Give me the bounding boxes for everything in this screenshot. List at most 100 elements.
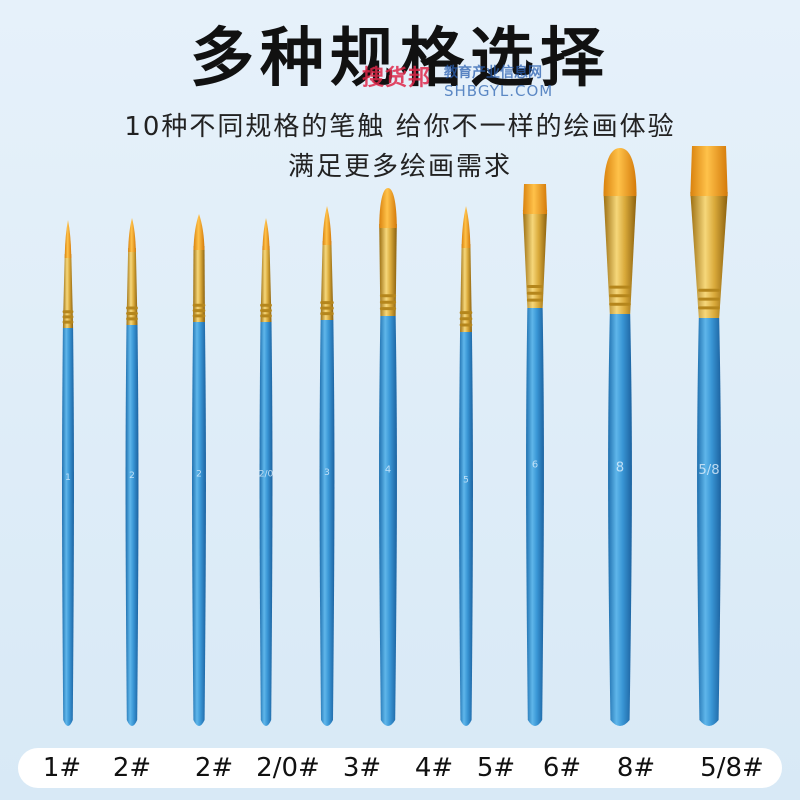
size-label: 2/0# [256,753,320,783]
handle-size-mark: 6 [532,460,538,471]
brush-ferrule [320,241,334,320]
size-label: 1# [42,753,82,783]
size-label: 4# [414,753,454,783]
paint-brush: 5/8 [690,146,728,726]
ferrule-ring [459,311,473,315]
ferrule-ring [126,306,138,310]
paint-brush: 1 [62,220,74,726]
page-title: 多种规格选择 [190,22,610,96]
watermark-brand: 搜货邦 [362,66,432,91]
size-label: 5/8# [700,753,764,783]
ferrule-ring [126,317,138,321]
brush-ferrule [260,246,272,322]
brush-bristles [690,146,728,196]
ferrule-ring [379,300,397,304]
handle-size-mark: 1 [65,473,71,483]
brush-bristles [262,218,270,250]
brush-bristles [322,206,332,245]
brush-bristles [603,148,637,196]
handle-size-mark: 2 [196,469,202,479]
ferrule-ring [609,294,631,298]
ferrule-ring [260,303,272,307]
brush-handle [459,332,473,726]
subtitle-line-1: 10种不同规格的笔触 给你不一样的绘画体验 [124,112,676,142]
brush-ferrule [690,192,728,318]
paint-brush: 6 [522,184,548,726]
paint-brush: 2/0 [259,218,274,726]
brush-handle [608,314,632,726]
ferrule-ring [320,312,334,316]
size-label: 2# [112,753,152,783]
brush-handle [192,322,206,726]
brush-handle [319,320,335,726]
paint-brush: 2 [125,218,139,726]
handle-size-mark: 8 [616,460,624,475]
ferrule-ring [526,284,544,288]
ferrule-ring [62,320,74,324]
brush-bristles [193,214,205,250]
brush-bristles [64,220,72,258]
ferrule-ring [609,302,631,306]
ferrule-ring [320,306,334,310]
brush-handle [697,318,721,726]
ferrule-ring [526,298,544,302]
size-label: 3# [342,753,382,783]
ferrule-ring [698,297,720,301]
brush-bristles [379,188,397,228]
size-label: 2# [194,753,234,783]
brush-ferrule [62,254,74,328]
handle-size-mark: 3 [324,468,330,478]
brush-ferrule [460,244,472,332]
brush-bristles [522,184,548,214]
handle-size-mark: 5 [463,475,469,485]
brush-handle [62,328,74,726]
ferrule-ring [192,314,206,318]
ferrule-ring [698,306,720,310]
paint-brush: 8 [603,148,637,726]
paint-brush: 5 [459,206,473,726]
size-label: 5# [476,753,516,783]
handle-size-mark: 2 [129,471,135,481]
size-label: 6# [542,753,582,783]
brush-handle [379,316,397,726]
ferrule-ring [379,307,397,311]
handle-size-mark: 5/8 [698,463,719,478]
brush-ferrule [603,192,637,314]
ferrule-ring [126,311,138,315]
ferrule-ring [459,323,473,327]
ferrule-ring [192,309,206,313]
handle-size-mark: 4 [385,465,391,476]
brush-ferrule [193,246,205,322]
ferrule-ring [526,291,544,295]
brush-bristles [461,206,471,248]
size-label: 8# [616,753,656,783]
brush-handle [259,322,273,726]
ferrule-ring [62,310,74,314]
paint-brush: 4 [379,188,397,726]
ferrule-ring [320,301,334,305]
handle-size-mark: 2/0 [259,469,274,479]
brush-bristles [128,218,136,252]
brush-ferrule [126,248,138,325]
brush-ferrule [379,224,397,316]
ferrule-ring [260,309,272,313]
size-label-bar [18,748,782,788]
paint-brush: 2 [192,214,206,726]
ferrule-ring [379,294,397,298]
ferrule-ring [609,285,631,289]
watermark-url: SHBGYL.COM [444,82,554,100]
watermark: 搜货邦 教育产业信息网 SHBGYL.COM [362,60,562,104]
subtitle-line-2: 满足更多绘画需求 [287,152,512,182]
ferrule-ring [698,288,720,292]
watermark-subtitle: 教育产业信息网 [444,65,542,81]
ferrule-ring [260,314,272,318]
ferrule-ring [62,315,74,319]
brush-handle [125,325,139,726]
brush-ferrule [522,210,548,308]
paint-brush: 3 [319,206,335,726]
ferrule-ring [192,303,206,307]
brush-handle [526,308,544,726]
ferrule-ring [459,317,473,321]
